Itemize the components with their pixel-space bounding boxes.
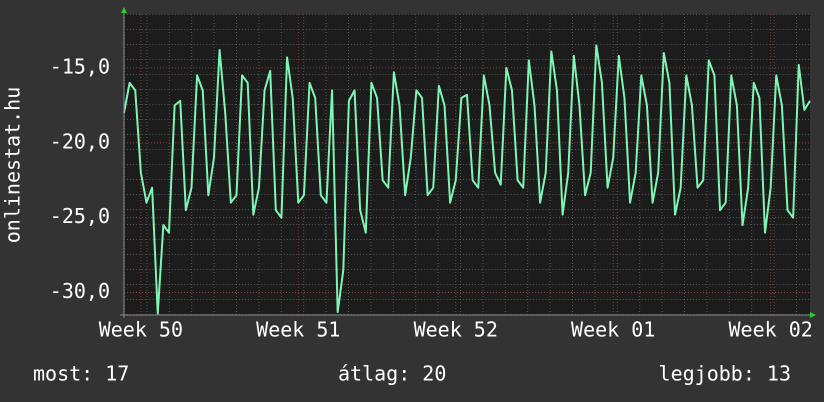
y-tick-label: -20,0 [50, 129, 110, 153]
footer-stat: most: 17 [33, 362, 129, 386]
x-tick-label: Week 50 [99, 318, 183, 342]
x-tick-label: Week 51 [256, 318, 340, 342]
footer-stat: legjobb: 13 [659, 362, 791, 386]
x-tick-label: Week 02 [728, 318, 812, 342]
footer-stat: átlag: 20 [338, 362, 446, 386]
y-axis-label: onlinestat.hu [1, 87, 25, 244]
data-line [123, 44, 811, 315]
axis-arrow [810, 312, 816, 318]
y-tick-label: -25,0 [50, 204, 110, 228]
y-tick-label: -15,0 [50, 54, 110, 78]
minor-grid [124, 14, 810, 315]
x-tick-label: Week 01 [571, 318, 655, 342]
axis-arrow [121, 7, 127, 13]
y-tick-label: -30,0 [50, 279, 110, 303]
x-tick-label: Week 52 [414, 318, 498, 342]
